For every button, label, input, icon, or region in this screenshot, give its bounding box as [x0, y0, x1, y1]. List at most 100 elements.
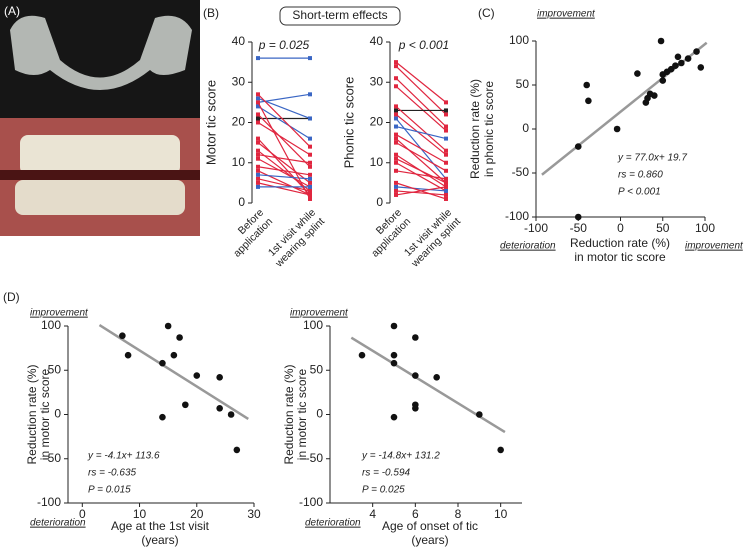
x-axis-label: (years)	[141, 533, 178, 547]
fit-stat: rs = -0.635	[88, 468, 137, 479]
pair-line	[257, 93, 311, 103]
point	[444, 180, 448, 185]
point	[308, 196, 312, 201]
annotation: improvement	[290, 308, 349, 319]
fit-line	[98, 324, 249, 420]
pair-line	[395, 77, 447, 127]
pair-line	[395, 85, 447, 131]
point	[216, 405, 223, 412]
point	[308, 56, 312, 61]
point	[412, 372, 419, 379]
point	[394, 60, 398, 65]
point	[182, 401, 189, 409]
point	[308, 188, 312, 193]
y-tick-label: 0	[376, 195, 383, 209]
x-tick-label: -100	[524, 221, 548, 235]
point	[256, 156, 260, 161]
point	[119, 332, 126, 340]
pair-line	[257, 121, 311, 156]
point	[697, 64, 705, 71]
point	[674, 53, 682, 61]
point	[444, 176, 448, 181]
point	[394, 188, 398, 193]
y-tick-label: -50	[512, 165, 530, 179]
point	[394, 76, 398, 81]
x-axis-label: (years)	[411, 533, 448, 547]
fit-stat: y = -14.8x+ 131.2	[361, 451, 440, 462]
pair-line	[257, 97, 311, 120]
y-tick-label: 20	[370, 115, 384, 129]
point	[390, 322, 398, 330]
annotation: improvement	[30, 308, 89, 319]
point	[394, 168, 398, 173]
fit-stat: y = -4.1x+ 113.6	[87, 451, 160, 462]
point	[678, 59, 685, 67]
y-tick-label: 0	[238, 195, 245, 209]
point	[256, 56, 260, 61]
point	[308, 164, 312, 169]
point	[476, 411, 483, 418]
x-tick-label: 10	[494, 507, 508, 521]
point	[444, 188, 448, 193]
pair-line	[257, 142, 311, 184]
panel-label: (B)	[203, 6, 219, 20]
point	[412, 405, 419, 412]
x-axis-label: in motor tic score	[574, 250, 666, 264]
annotation: deterioration	[500, 241, 556, 252]
annotation: p = 0.025	[258, 38, 310, 52]
point	[684, 55, 692, 62]
pair-line	[395, 158, 447, 184]
point	[394, 112, 398, 117]
pair-line	[395, 162, 447, 192]
point	[159, 359, 166, 367]
point	[193, 372, 201, 379]
point	[164, 322, 172, 330]
y-axis-label: Motor tic score	[203, 80, 218, 165]
y-tick-label: 50	[310, 362, 324, 376]
point	[444, 136, 448, 141]
point	[444, 192, 448, 197]
y-axis-label: Reduction rate (%)	[25, 364, 39, 464]
point	[394, 132, 398, 137]
point	[613, 125, 621, 133]
y-axis-label: in phonic tic score	[482, 81, 496, 177]
y-axis-label: Reduction rate (%)	[468, 79, 482, 179]
pair-line	[257, 105, 311, 140]
y-tick-label: 20	[232, 115, 246, 129]
y-tick-label: -100	[505, 209, 529, 223]
y-tick-label: 0	[522, 121, 529, 135]
fit-stat: y = 77.0x+ 19.7	[617, 153, 687, 164]
point	[574, 143, 582, 150]
annotation: deterioration	[30, 518, 86, 529]
x-tick-label: 6	[412, 507, 419, 521]
point	[394, 180, 398, 185]
fit-stat: P < 0.001	[618, 187, 661, 198]
pair-line	[395, 142, 447, 172]
point	[256, 120, 260, 125]
point	[308, 160, 312, 165]
point	[256, 176, 260, 181]
point	[444, 152, 448, 157]
point	[256, 168, 260, 173]
pair-line	[257, 166, 311, 176]
point	[308, 136, 312, 141]
point	[394, 64, 398, 69]
y-tick-label: -100	[37, 495, 61, 509]
point	[124, 351, 132, 359]
point	[634, 70, 641, 77]
pair-line	[395, 138, 447, 184]
point	[256, 116, 260, 121]
point	[444, 108, 448, 113]
x-tick-label: 20	[190, 507, 204, 521]
pair-line	[395, 182, 447, 200]
point	[394, 108, 398, 113]
point	[216, 374, 223, 381]
x-tick-label: 0	[79, 507, 86, 521]
point	[256, 92, 260, 97]
y-tick-label: 50	[48, 362, 62, 376]
heading-box	[279, 6, 401, 26]
y-tick-label: 100	[303, 318, 323, 332]
y-axis-label: Reduction rate (%)	[282, 364, 296, 464]
pair-line	[257, 154, 311, 164]
point	[256, 140, 260, 145]
